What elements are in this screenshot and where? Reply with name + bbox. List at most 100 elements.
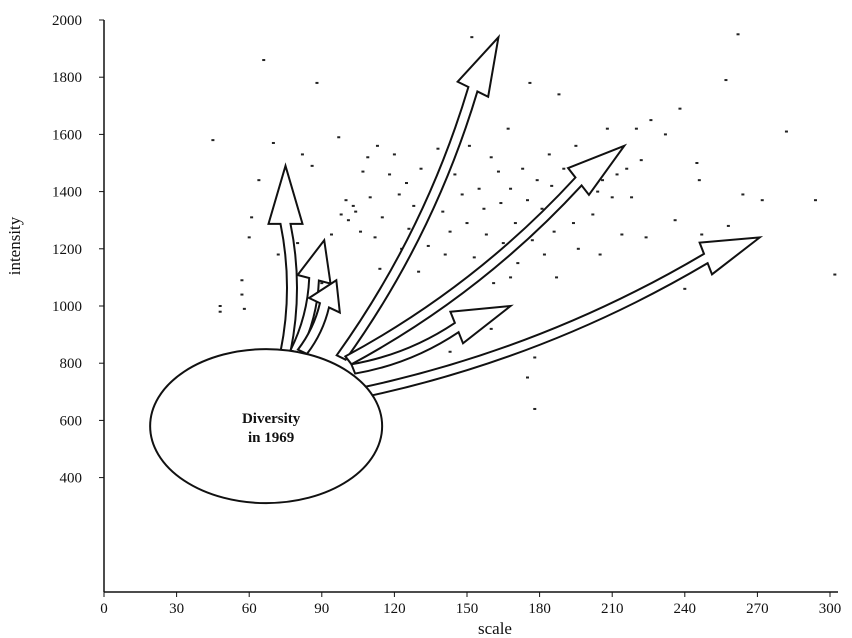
data-point xyxy=(509,187,513,190)
data-point xyxy=(540,207,544,210)
data-point xyxy=(610,196,614,199)
x-tick-label: 210 xyxy=(601,601,624,617)
data-point xyxy=(397,193,401,196)
y-tick-label: 600 xyxy=(60,413,83,429)
data-point xyxy=(513,222,517,225)
data-point xyxy=(496,170,500,173)
data-point xyxy=(242,307,246,310)
data-point xyxy=(833,273,837,276)
data-point xyxy=(337,136,341,139)
x-tick-label: 30 xyxy=(169,601,184,617)
data-point xyxy=(625,167,629,170)
y-tick-label: 1800 xyxy=(52,70,82,86)
data-point xyxy=(535,179,539,182)
data-point xyxy=(557,93,561,96)
data-point xyxy=(351,204,355,207)
data-point xyxy=(329,233,333,236)
data-point xyxy=(576,247,580,250)
data-point xyxy=(482,207,486,210)
data-point xyxy=(724,79,728,82)
data-point xyxy=(339,213,343,216)
data-point xyxy=(741,193,745,196)
data-point xyxy=(601,179,605,182)
data-point xyxy=(375,144,379,147)
data-point xyxy=(550,184,554,187)
data-point xyxy=(644,236,648,239)
data-point xyxy=(700,233,704,236)
data-point xyxy=(760,199,764,202)
data-point xyxy=(373,236,377,239)
data-point xyxy=(378,267,382,270)
data-point xyxy=(465,222,469,225)
data-point xyxy=(419,167,423,170)
y-tick-label: 1400 xyxy=(52,185,82,201)
data-point xyxy=(499,202,503,205)
data-point xyxy=(448,230,452,233)
x-tick-label: 300 xyxy=(819,601,842,617)
data-point xyxy=(784,130,788,133)
data-point xyxy=(405,182,408,185)
data-point xyxy=(620,233,624,236)
x-tick-label: 270 xyxy=(746,601,769,617)
diversity-arrows xyxy=(267,33,764,398)
data-point xyxy=(472,256,476,259)
diversity-arrow xyxy=(296,278,342,356)
axes: 0 30 60 90 120 150 180 210 240 270 300 400 600 800 10… xyxy=(5,13,841,638)
x-tick-label: 90 xyxy=(314,601,329,617)
circle-label-line-1: Diversity xyxy=(242,411,301,427)
data-point xyxy=(359,230,363,233)
data-point xyxy=(320,282,324,285)
y-tick-label: 1200 xyxy=(52,242,82,258)
data-point xyxy=(262,59,266,62)
data-point xyxy=(542,253,546,256)
y-axis-title: intensity xyxy=(5,216,24,275)
y-tick-label: 800 xyxy=(60,356,83,372)
data-point xyxy=(380,216,384,219)
circle-label-line-2: in 1969 xyxy=(248,430,294,446)
data-point xyxy=(591,213,595,216)
data-point xyxy=(361,170,365,173)
data-point xyxy=(639,159,643,162)
data-point xyxy=(571,222,575,225)
data-point xyxy=(250,216,254,219)
data-point xyxy=(271,141,275,144)
data-point xyxy=(489,156,493,159)
diversity-circle xyxy=(149,348,384,505)
data-point xyxy=(211,139,215,142)
diversity-arrow xyxy=(335,33,501,361)
data-point xyxy=(528,81,532,84)
x-tick-label: 0 xyxy=(100,601,108,617)
y-tick-label: 1600 xyxy=(52,127,82,143)
data-point xyxy=(344,199,348,202)
data-point xyxy=(315,81,319,84)
data-point xyxy=(526,199,529,202)
data-point xyxy=(547,153,551,156)
data-point xyxy=(630,196,634,199)
data-point xyxy=(526,376,529,379)
data-point xyxy=(392,153,396,156)
data-point xyxy=(453,173,457,176)
data-point xyxy=(509,276,513,279)
data-point xyxy=(346,219,350,222)
data-point xyxy=(388,173,392,176)
data-point xyxy=(683,287,687,290)
data-point xyxy=(598,253,602,256)
y-tick-label: 400 xyxy=(60,471,83,487)
y-ticks: 400 600 800 1000 1200 1400 1600 1800 2000 xyxy=(52,13,104,487)
data-point xyxy=(521,167,525,170)
diversity-arrow xyxy=(267,162,304,353)
x-tick-label: 240 xyxy=(674,601,697,617)
data-point xyxy=(240,293,244,296)
x-tick-label: 180 xyxy=(528,601,551,617)
data-point xyxy=(218,310,222,313)
data-point xyxy=(530,239,534,242)
diversity-arrow xyxy=(343,143,628,366)
data-point xyxy=(501,242,505,245)
data-point xyxy=(467,144,471,147)
x-tick-label: 150 xyxy=(456,601,479,617)
x-axis-title: scale xyxy=(478,619,512,638)
data-point xyxy=(697,179,701,182)
data-point xyxy=(615,173,619,176)
data-point xyxy=(257,179,261,182)
